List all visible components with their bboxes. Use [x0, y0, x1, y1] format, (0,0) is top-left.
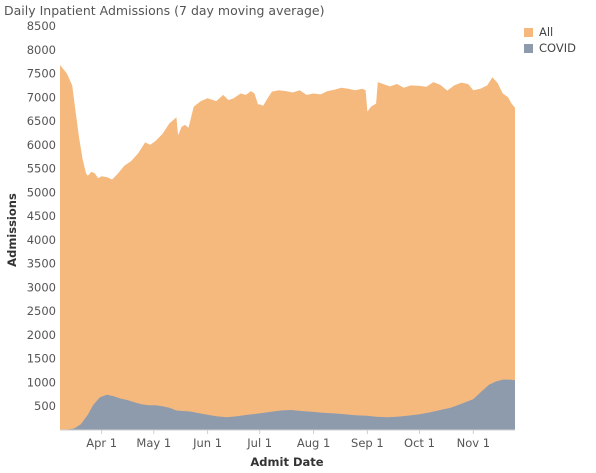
x-tick-label: Aug 1	[297, 436, 330, 450]
legend-item-all[interactable]: All	[524, 24, 576, 40]
legend-label-covid: COVID	[539, 41, 576, 55]
x-tick-label: Oct 1	[404, 436, 435, 450]
y-axis: 500 1000 1500 2000 2500 3000 3500 4000 4500 5000 5…	[27, 19, 515, 431]
y-tick-label: 4500	[27, 209, 56, 223]
y-tick-label: 8000	[27, 43, 56, 57]
y-tick-label: 2500	[27, 304, 56, 318]
y-tick-label: 3500	[27, 257, 56, 271]
y-tick-label: 3000	[27, 280, 56, 294]
y-tick-label: 6000	[27, 138, 56, 152]
series-area-covid[interactable]	[60, 379, 515, 430]
y-tick-label: 5500	[27, 162, 56, 176]
y-tick-label: 1500	[27, 352, 56, 366]
x-axis-label: Admit Date	[250, 455, 323, 469]
plot-area	[60, 65, 515, 430]
x-axis: Apr 1 May 1 Jun 1 Jul 1 Aug 1 Sep 1 Oct 1 Nov 1	[86, 430, 490, 450]
y-tick-label: 1000	[27, 375, 56, 389]
legend-swatch-covid	[524, 43, 533, 53]
y-tick-label: 6500	[27, 114, 56, 128]
y-tick-label: 4000	[27, 233, 56, 247]
chart-title: Daily Inpatient Admissions (7 day moving…	[4, 3, 325, 18]
legend-swatch-all	[524, 27, 533, 37]
series-area-all[interactable]	[60, 65, 515, 430]
y-tick-label: 5000	[27, 185, 56, 199]
y-tick-label: 7000	[27, 90, 56, 104]
x-tick-label: May 1	[136, 436, 171, 450]
x-tick-label: Jun 1	[192, 436, 222, 450]
x-tick-label: Apr 1	[86, 436, 117, 450]
x-tick-label: Jul 1	[246, 436, 272, 450]
legend: All COVID	[524, 24, 576, 56]
x-tick-label: Sep 1	[351, 436, 384, 450]
y-axis-label: Admissions	[5, 193, 19, 267]
x-tick-label: Nov 1	[457, 436, 490, 450]
y-tick-label: 500	[34, 399, 56, 413]
y-tick-label: 2000	[27, 328, 56, 342]
y-tick-label: 8500	[27, 19, 56, 33]
y-tick-label: 7500	[27, 67, 56, 81]
legend-label-all: All	[539, 25, 554, 39]
legend-item-covid[interactable]: COVID	[524, 40, 576, 56]
